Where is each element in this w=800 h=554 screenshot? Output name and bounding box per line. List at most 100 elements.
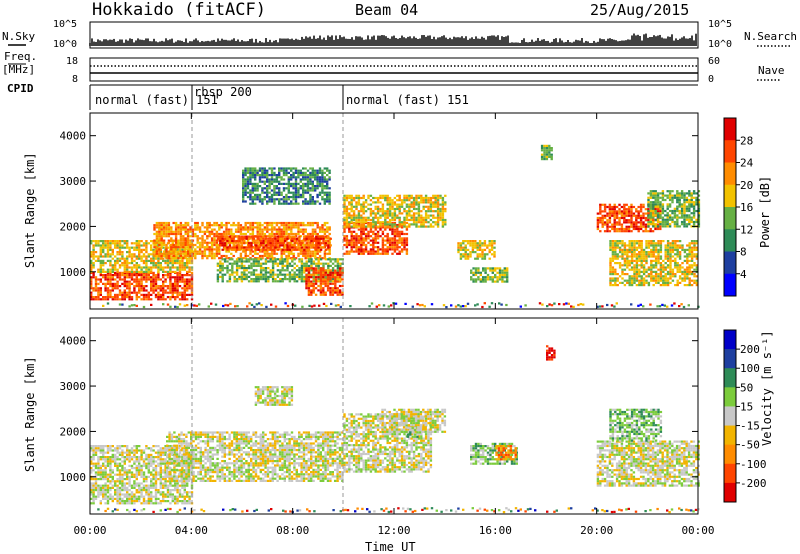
heatmap-cell <box>484 267 487 270</box>
heatmap-cell <box>276 280 280 283</box>
heatmap-cell <box>171 296 174 299</box>
heatmap-cell <box>372 210 375 213</box>
heatmap-cell <box>650 264 653 267</box>
heatmap-cell <box>179 230 183 233</box>
heatmap-cell <box>152 282 155 285</box>
heatmap-cell <box>261 167 264 170</box>
heatmap-cell <box>305 269 308 272</box>
heatmap-cell <box>369 248 373 251</box>
heatmap-cell <box>388 199 392 202</box>
heatmap-cell <box>287 221 291 225</box>
heatmap-cell <box>623 227 626 231</box>
heatmap-cell <box>481 248 484 251</box>
heatmap-cell <box>252 269 256 272</box>
heatmap-cell <box>331 291 335 294</box>
heatmap-cell <box>281 258 284 261</box>
heatmap-cell <box>263 180 266 183</box>
heatmap-cell <box>615 223 619 226</box>
heatmap-cell <box>309 250 312 253</box>
heatmap-cell <box>258 232 262 236</box>
heatmap-cell <box>424 216 428 219</box>
heatmap-cell <box>352 205 356 208</box>
heatmap-cell <box>225 230 228 233</box>
heatmap-cell <box>345 199 349 202</box>
heatmap-cell <box>135 291 138 294</box>
heatmap-cell <box>393 239 397 242</box>
heatmap-cell <box>306 202 310 205</box>
heatmap-cell <box>201 250 204 253</box>
heatmap-cell <box>133 287 136 290</box>
heatmap-cell <box>299 169 302 172</box>
heatmap-cell <box>424 199 428 202</box>
heatmap-cell <box>114 274 117 277</box>
heatmap-cell <box>142 293 146 296</box>
heatmap-cell <box>441 210 445 213</box>
heatmap-cell <box>601 225 604 228</box>
heatmap-cell <box>281 262 284 265</box>
heatmap-cell <box>135 262 138 265</box>
heatmap-cell <box>642 251 646 254</box>
heatmap-cell <box>176 278 179 281</box>
heatmap-cell <box>635 284 639 287</box>
heatmap-cell <box>104 278 107 281</box>
heatmap-cell <box>608 212 612 215</box>
heatmap-cell <box>240 267 244 270</box>
heatmap-cell <box>157 285 160 288</box>
heatmap-cell <box>305 287 308 290</box>
heatmap-cell <box>258 226 262 229</box>
heatmap-cell <box>379 252 382 255</box>
heatmap-cell <box>614 268 617 271</box>
heatmap-cell <box>654 264 658 267</box>
heatmap-cell <box>255 264 258 267</box>
heatmap-cell <box>316 232 319 236</box>
heatmap-cell <box>240 258 244 261</box>
heatmap-cell <box>291 239 294 243</box>
heatmap-cell <box>259 275 263 278</box>
heatmap-cell <box>642 230 645 233</box>
heatmap-cell <box>310 258 313 261</box>
heatmap-cell <box>476 253 479 256</box>
heatmap-cell <box>213 221 216 225</box>
heatmap-cell <box>318 226 322 229</box>
heatmap-cell <box>311 202 314 205</box>
heatmap-cell <box>276 242 280 245</box>
heatmap-cell <box>282 202 286 205</box>
heatmap-cell <box>493 255 496 258</box>
heatmap-cell <box>109 244 112 247</box>
heatmap-cell <box>215 241 219 244</box>
heatmap-cell <box>177 257 180 260</box>
heatmap-cell <box>247 280 251 283</box>
heatmap-cell <box>237 241 240 244</box>
heatmap-cell <box>166 291 170 294</box>
heatmap-cell <box>182 252 185 255</box>
heatmap-cell <box>294 189 298 192</box>
heatmap-cell <box>374 232 377 236</box>
heatmap-cell <box>323 167 326 170</box>
heatmap-cell <box>133 278 136 281</box>
heatmap-cell <box>350 221 353 224</box>
heatmap-cell <box>286 267 289 270</box>
heatmap-cell <box>154 287 158 290</box>
heatmap-cell <box>323 171 326 174</box>
heatmap-cell <box>302 187 305 190</box>
heatmap-cell <box>216 237 220 240</box>
heatmap-cell <box>285 200 288 203</box>
heatmap-cell <box>121 278 124 281</box>
heatmap-cell <box>611 279 615 282</box>
heatmap-cell <box>147 293 150 296</box>
heatmap-cell <box>372 237 375 240</box>
heatmap-cell <box>123 257 126 260</box>
heatmap-cell <box>206 243 209 247</box>
heatmap-cell <box>331 269 335 272</box>
heatmap-cell <box>208 235 211 238</box>
heatmap-cell <box>176 276 179 279</box>
heatmap-cell <box>135 246 138 249</box>
heatmap-cell <box>282 171 286 174</box>
heatmap-cell <box>350 243 353 247</box>
heatmap-cell <box>381 196 385 200</box>
heatmap-cell <box>172 243 175 247</box>
heatmap-cell <box>398 252 401 255</box>
heatmap-cell <box>345 252 349 255</box>
heatmap-cell <box>381 207 385 211</box>
heatmap-cell <box>177 228 180 231</box>
